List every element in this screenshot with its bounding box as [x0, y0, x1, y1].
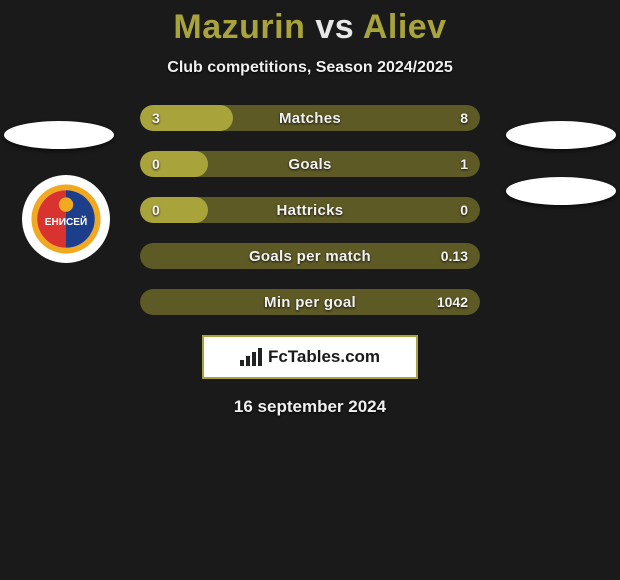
brand-text: FcTables.com [268, 347, 380, 367]
stat-label: Goals [140, 151, 480, 177]
stat-row: Goals per match0.13 [140, 243, 480, 269]
stat-label: Hattricks [140, 197, 480, 223]
stat-value-right: 8 [460, 105, 468, 131]
stat-row: Min per goal1042 [140, 289, 480, 315]
player1-name: Mazurin [173, 8, 305, 46]
stat-value-right: 1042 [437, 289, 468, 315]
stat-row: 0Goals1 [140, 151, 480, 177]
subtitle-text: Club competitions, Season 2024/2025 [0, 59, 620, 77]
team-slot-right-1 [506, 121, 616, 149]
vs-text: vs [315, 8, 354, 46]
chart-stage: ЕНИСЕЙ 3Matches80Goals10Hattricks0Goals … [0, 105, 620, 315]
team-slot-left-1 [4, 121, 114, 149]
stat-row: 3Matches8 [140, 105, 480, 131]
stat-label: Matches [140, 105, 480, 131]
stat-bars: 3Matches80Goals10Hattricks0Goals per mat… [140, 105, 480, 315]
stat-label: Min per goal [140, 289, 480, 315]
stat-value-right: 0.13 [441, 243, 468, 269]
club-badge-icon: ЕНИСЕЙ [30, 183, 102, 255]
player2-name: Aliev [363, 8, 447, 46]
club-badge: ЕНИСЕЙ [22, 175, 110, 263]
team-slot-right-2 [506, 177, 616, 205]
brand-bars-icon [240, 348, 262, 366]
club-badge-text: ЕНИСЕЙ [45, 215, 88, 228]
brand-box: FcTables.com [202, 335, 418, 379]
date-text: 16 september 2024 [0, 397, 620, 417]
page-title: Mazurin vs Aliev [0, 0, 620, 47]
stat-value-right: 1 [460, 151, 468, 177]
stat-label: Goals per match [140, 243, 480, 269]
stat-value-right: 0 [460, 197, 468, 223]
stat-row: 0Hattricks0 [140, 197, 480, 223]
